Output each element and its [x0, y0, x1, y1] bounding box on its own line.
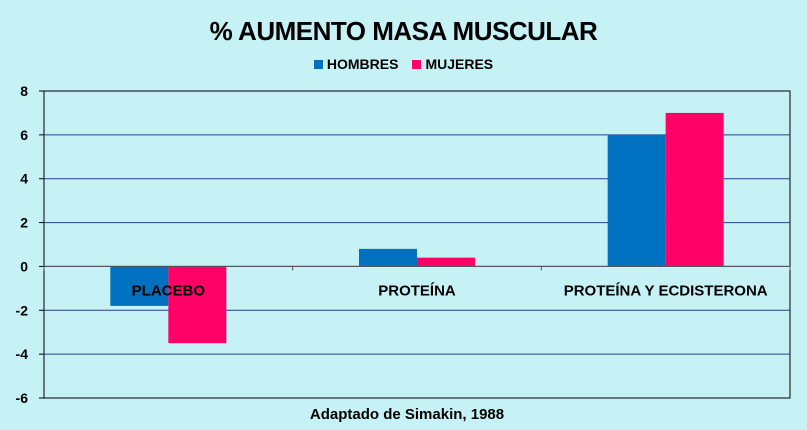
x-axis-caption: Adaptado de Simakin, 1988 — [310, 406, 504, 423]
legend: HOMBRES MUJERES — [0, 56, 807, 72]
category-label: PROTEÍNA Y ECDISTERONA — [564, 282, 768, 299]
y-tick-label: -4 — [16, 346, 29, 362]
legend-label-mujeres: MUJERES — [425, 56, 494, 72]
legend-item-hombres: HOMBRES — [313, 56, 399, 72]
bar-hombres-0 — [110, 266, 169, 306]
category-label: PLACEBO — [132, 282, 206, 299]
bar-hombres-1 — [359, 248, 417, 267]
legend-item-mujeres: MUJERES — [412, 56, 493, 72]
bar-hombres-2 — [607, 134, 666, 267]
y-tick-label: 2 — [20, 215, 28, 231]
legend-swatch-mujeres — [412, 59, 422, 69]
y-tick-label: -6 — [16, 390, 29, 406]
y-tick-label: 0 — [20, 258, 28, 274]
chart-title: % AUMENTO MASA MUSCULAR — [209, 16, 598, 46]
bar-mujeres-0 — [168, 266, 227, 344]
y-tick-label: -2 — [16, 302, 29, 318]
legend-swatch-hombres — [313, 59, 323, 69]
y-tick-label: 4 — [20, 171, 28, 187]
bar-mujeres-1 — [417, 257, 475, 267]
legend-label-hombres: HOMBRES — [326, 56, 399, 72]
bar-mujeres-2 — [665, 112, 724, 267]
y-tick-label: 6 — [20, 127, 28, 143]
y-tick-label: 8 — [20, 83, 28, 99]
category-label: PROTEÍNA — [378, 282, 456, 299]
